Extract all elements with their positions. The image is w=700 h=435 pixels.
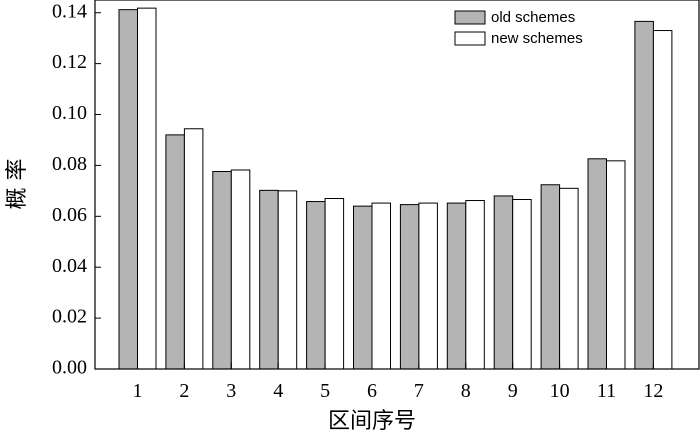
bar-old-6 [353, 205, 373, 370]
bar-new-11 [606, 160, 626, 370]
bar-new-1 [137, 7, 157, 370]
bar-old-4 [259, 189, 279, 370]
x-tick-label: 12 [643, 380, 663, 402]
x-tick-label: 7 [414, 380, 424, 402]
bars-layer [118, 7, 673, 370]
bar-new-9 [512, 199, 532, 370]
y-tick-label: 0.12 [52, 51, 87, 73]
plot-frame [94, 0, 700, 370]
bar-new-6 [371, 202, 391, 370]
bar-old-8 [446, 202, 467, 370]
bar-old-2 [165, 134, 185, 370]
bar-new-2 [183, 128, 204, 370]
x-tick-label: 10 [550, 380, 570, 402]
bar-old-9 [493, 195, 514, 370]
x-tick-label: 3 [226, 380, 236, 402]
x-tick-label: 1 [133, 380, 143, 402]
legend-swatch-new [454, 31, 486, 46]
x-tick-label: 4 [273, 380, 283, 402]
y-tick-label: 0.10 [52, 102, 87, 124]
legend-label-old: old schemes [491, 9, 575, 26]
y-tick-label: 0.04 [52, 255, 87, 277]
bar-new-3 [230, 169, 251, 370]
bar-new-8 [465, 200, 485, 370]
y-axis: 0.00 0.02 0.04 0.06 0.08 0.10 0.12 0.14 [52, 0, 101, 379]
legend: old schemes new schemes [454, 9, 583, 47]
x-axis: 1 2 3 4 5 6 7 8 9 10 11 12 [133, 363, 663, 402]
bar-old-1 [118, 9, 138, 370]
x-tick-label: 2 [179, 380, 189, 402]
bar-new-5 [324, 198, 345, 370]
x-tick-label: 11 [597, 380, 616, 402]
y-tick-label: 0.08 [52, 153, 87, 175]
bar-new-4 [277, 190, 298, 370]
y-tick-label: 0.14 [52, 0, 87, 22]
x-axis-title: 区间序号 [328, 409, 416, 434]
bar-old-12 [634, 20, 654, 370]
bar-new-12 [652, 30, 673, 370]
x-tick-label: 5 [320, 380, 330, 402]
x-tick-label: 8 [461, 380, 471, 402]
x-tick-label: 6 [367, 380, 377, 402]
legend-swatch-old [454, 10, 486, 25]
bar-old-10 [540, 184, 561, 370]
y-axis-title: 概 率 [5, 159, 30, 210]
bar-old-5 [306, 201, 326, 370]
y-tick-label: 0.00 [52, 357, 87, 379]
bar-old-3 [212, 171, 232, 370]
bar-old-11 [587, 158, 607, 370]
y-tick-label: 0.06 [52, 204, 87, 226]
bar-new-10 [559, 187, 579, 370]
y-tick-label: 0.02 [52, 306, 87, 328]
bar-old-7 [399, 204, 420, 370]
x-tick-label: 9 [508, 380, 518, 402]
legend-label-new: new schemes [491, 30, 583, 47]
bar-new-7 [418, 202, 438, 370]
